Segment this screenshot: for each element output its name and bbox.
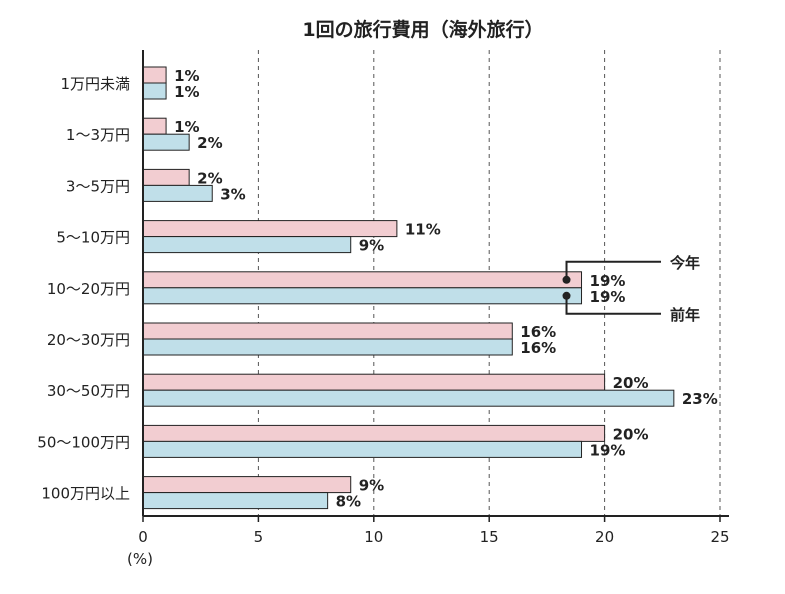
bars <box>142 66 675 510</box>
value-label: 19% <box>590 272 626 290</box>
value-label: 1% <box>174 118 199 136</box>
value-label: 1% <box>174 67 199 85</box>
legend-label-this-year: 今年 <box>669 254 700 272</box>
bar-last-year <box>142 492 329 510</box>
legend-connector-this-year <box>565 260 661 280</box>
bar-this-year <box>142 220 398 238</box>
bar-this-year <box>142 373 606 391</box>
value-label: 20% <box>613 374 649 392</box>
value-label: 2% <box>197 169 222 187</box>
bar-this-year <box>142 271 583 289</box>
chart-title: 1回の旅行費用（海外旅行） <box>302 18 543 41</box>
category-labels: 1万円未満 1〜3万円 3〜5万円 5〜10万円 10〜20万円 20〜30万円 30〜50… <box>37 75 130 503</box>
bar-last-year <box>142 82 167 100</box>
value-label: 8% <box>336 493 361 511</box>
bar-last-year <box>142 184 213 202</box>
category-label: 10〜20万円 <box>47 280 130 298</box>
category-label: 30〜50万円 <box>47 382 130 400</box>
category-label: 20〜30万円 <box>47 331 130 349</box>
value-label: 11% <box>405 221 441 239</box>
value-label: 3% <box>220 185 245 203</box>
bar-last-year <box>142 236 352 254</box>
bar-last-year <box>142 338 513 356</box>
bar-this-year <box>142 168 190 186</box>
value-label: 19% <box>590 288 626 306</box>
value-label: 20% <box>613 425 649 443</box>
bar-last-year <box>142 389 675 407</box>
value-label: 9% <box>359 237 384 255</box>
value-label: 16% <box>520 323 556 341</box>
value-label: 16% <box>520 339 556 357</box>
bar-last-year <box>142 287 583 305</box>
category-label: 1万円未満 <box>60 75 130 93</box>
bar-last-year <box>142 133 190 151</box>
x-tick-label: 5 <box>254 528 264 546</box>
value-label: 19% <box>590 441 626 459</box>
value-labels: 1%1%1%2%2%3%11%9%19%19%16%16%20%23%20%19… <box>174 67 718 511</box>
bar-last-year <box>142 440 583 458</box>
category-label: 100万円以上 <box>41 485 130 503</box>
x-tick-label: 0 <box>138 528 148 546</box>
legend-connector-last-year <box>565 295 661 315</box>
value-label: 23% <box>682 390 718 408</box>
bar-this-year <box>142 424 606 442</box>
value-label: 1% <box>174 83 199 101</box>
category-label: 5〜10万円 <box>56 229 130 247</box>
value-label: 2% <box>197 134 222 152</box>
x-tick-label: 25 <box>710 528 729 546</box>
category-label: 50〜100万円 <box>37 433 130 451</box>
category-label: 3〜5万円 <box>66 177 130 195</box>
bar-this-year <box>142 476 352 494</box>
x-tick-label: 20 <box>595 528 614 546</box>
x-tick-label: 10 <box>364 528 383 546</box>
legend-label-last-year: 前年 <box>670 306 700 324</box>
unit-label: (%) <box>127 550 153 568</box>
x-tick-label: 15 <box>480 528 499 546</box>
bar-this-year <box>142 322 513 340</box>
bar-this-year <box>142 117 167 135</box>
category-label: 1〜3万円 <box>66 126 130 144</box>
bar-this-year <box>142 66 167 84</box>
axes: 0 5 10 15 20 25 (%) <box>127 50 730 568</box>
value-label: 9% <box>359 477 384 495</box>
